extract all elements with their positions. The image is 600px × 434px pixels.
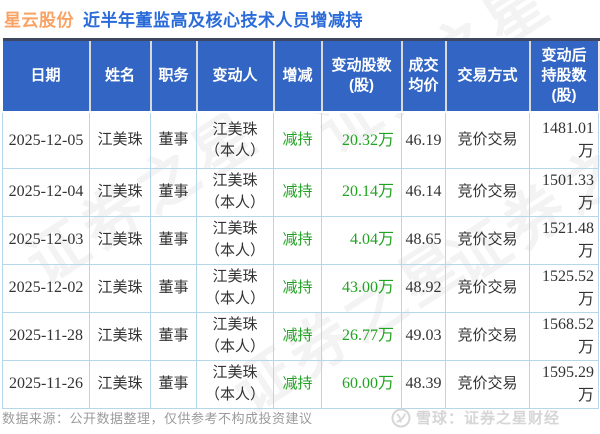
cell-name: 江美珠 — [89, 359, 151, 409]
cell-shares-changed: 43.00万 — [321, 263, 402, 313]
header-position: 职务 — [150, 38, 198, 113]
brand-mark: 雪球：证券之星财经 — [391, 407, 560, 428]
cell-shares-changed: 4.04万 — [321, 215, 402, 265]
cell-name: 江美珠 — [89, 311, 151, 361]
cell-direction: 减持 — [273, 215, 322, 265]
cell-avg-price: 46.14 — [401, 167, 446, 217]
page-title: 星云股份 近半年董监高及核心技术人员增减持 — [4, 6, 363, 31]
cell-avg-price: 48.65 — [401, 215, 446, 265]
footer: 数据来源：公开数据整理，仅供参考不构成投资建议 雪球：证券之星财经 — [2, 407, 598, 428]
cell-changer: 江美珠 （本人） — [196, 311, 274, 361]
stock-name: 星云股份 — [4, 11, 74, 30]
cell-shares-changed: 20.32万 — [321, 111, 402, 169]
cell-shares-after: 1521.48万 — [529, 215, 599, 265]
cell-method: 竞价交易 — [445, 215, 530, 265]
cell-date: 2025-12-02 — [2, 263, 90, 313]
cell-avg-price: 46.19 — [401, 111, 446, 169]
data-source-note: 数据来源：公开数据整理，仅供参考不构成投资建议 — [2, 411, 313, 426]
cell-date: 2025-11-26 — [2, 359, 90, 409]
table-row: 2025-12-02 江美珠 董事 江美珠 （本人） 减持 43.00万 48.… — [2, 263, 599, 313]
cell-date: 2025-12-03 — [2, 215, 90, 265]
cell-avg-price: 48.92 — [401, 263, 446, 313]
cell-position: 董事 — [150, 263, 197, 313]
title-text: 近半年董监高及核心技术人员增减持 — [83, 11, 363, 30]
cell-shares-after: 1525.52万 — [529, 263, 599, 313]
cell-date: 2025-11-28 — [2, 311, 90, 361]
cell-name: 江美珠 — [89, 263, 151, 313]
cell-changer: 江美珠 （本人） — [196, 263, 274, 313]
cell-avg-price: 49.03 — [401, 311, 446, 361]
cell-name: 江美珠 — [89, 167, 151, 217]
cell-position: 董事 — [150, 111, 197, 169]
header-shares-changed: 变动股数 (股) — [321, 38, 403, 113]
cell-method: 竞价交易 — [445, 167, 530, 217]
xueqiu-logo-icon — [391, 408, 411, 428]
cell-direction: 减持 — [273, 111, 322, 169]
cell-name: 江美珠 — [89, 215, 151, 265]
table-header-row: 日期 姓名 职务 变动人 增减 变动股数 (股) 成交 均价 交易方式 变动后 … — [2, 38, 600, 113]
cell-shares-after: 1568.52万 — [529, 311, 599, 361]
table-row: 2025-11-28 江美珠 董事 江美珠 （本人） 减持 26.77万 49.… — [2, 311, 599, 361]
table-row: 2025-12-04 江美珠 董事 江美珠 （本人） 减持 20.14万 46.… — [2, 167, 599, 217]
cell-direction: 减持 — [273, 311, 322, 361]
cell-date: 2025-12-05 — [2, 111, 90, 169]
cell-shares-after: 1595.29万 — [529, 359, 599, 409]
header-date: 日期 — [2, 38, 91, 113]
cell-shares-changed: 20.14万 — [321, 167, 402, 217]
cell-direction: 减持 — [273, 263, 322, 313]
cell-method: 竞价交易 — [445, 263, 530, 313]
header-direction: 增减 — [273, 38, 323, 113]
cell-shares-changed: 60.00万 — [321, 359, 402, 409]
cell-date: 2025-12-04 — [2, 167, 90, 217]
cell-name: 江美珠 — [89, 111, 151, 169]
header-avg-price: 成交 均价 — [401, 38, 447, 113]
header-name: 姓名 — [89, 38, 152, 113]
cell-position: 董事 — [150, 215, 197, 265]
cell-position: 董事 — [150, 311, 197, 361]
cell-changer: 江美珠 （本人） — [196, 167, 274, 217]
brand-label: 雪球：证券之星财经 — [415, 410, 560, 427]
table-row: 2025-11-26 江美珠 董事 江美珠 （本人） 减持 60.00万 48.… — [2, 359, 599, 409]
holdings-change-table: 日期 姓名 职务 变动人 增减 变动股数 (股) 成交 均价 交易方式 变动后 … — [2, 38, 600, 409]
table-row: 2025-12-03 江美珠 董事 江美珠 （本人） 减持 4.04万 48.6… — [2, 215, 599, 265]
cell-shares-changed: 26.77万 — [321, 311, 402, 361]
header-changer: 变动人 — [196, 38, 275, 113]
cell-position: 董事 — [150, 359, 197, 409]
table-row: 2025-12-05 江美珠 董事 江美珠 （本人） 减持 20.32万 46.… — [2, 111, 599, 169]
cell-changer: 江美珠 （本人） — [196, 359, 274, 409]
cell-method: 竞价交易 — [445, 111, 530, 169]
cell-method: 竞价交易 — [445, 359, 530, 409]
cell-changer: 江美珠 （本人） — [196, 111, 274, 169]
cell-avg-price: 48.39 — [401, 359, 446, 409]
cell-changer: 江美珠 （本人） — [196, 215, 274, 265]
cell-position: 董事 — [150, 167, 197, 217]
cell-shares-after: 1481.01万 — [529, 111, 599, 169]
cell-method: 竞价交易 — [445, 311, 530, 361]
header-method: 交易方式 — [445, 38, 531, 113]
header-shares-after: 变动后 持股数 (股) — [529, 38, 600, 113]
cell-shares-after: 1501.33万 — [529, 167, 599, 217]
cell-direction: 减持 — [273, 359, 322, 409]
cell-direction: 减持 — [273, 167, 322, 217]
